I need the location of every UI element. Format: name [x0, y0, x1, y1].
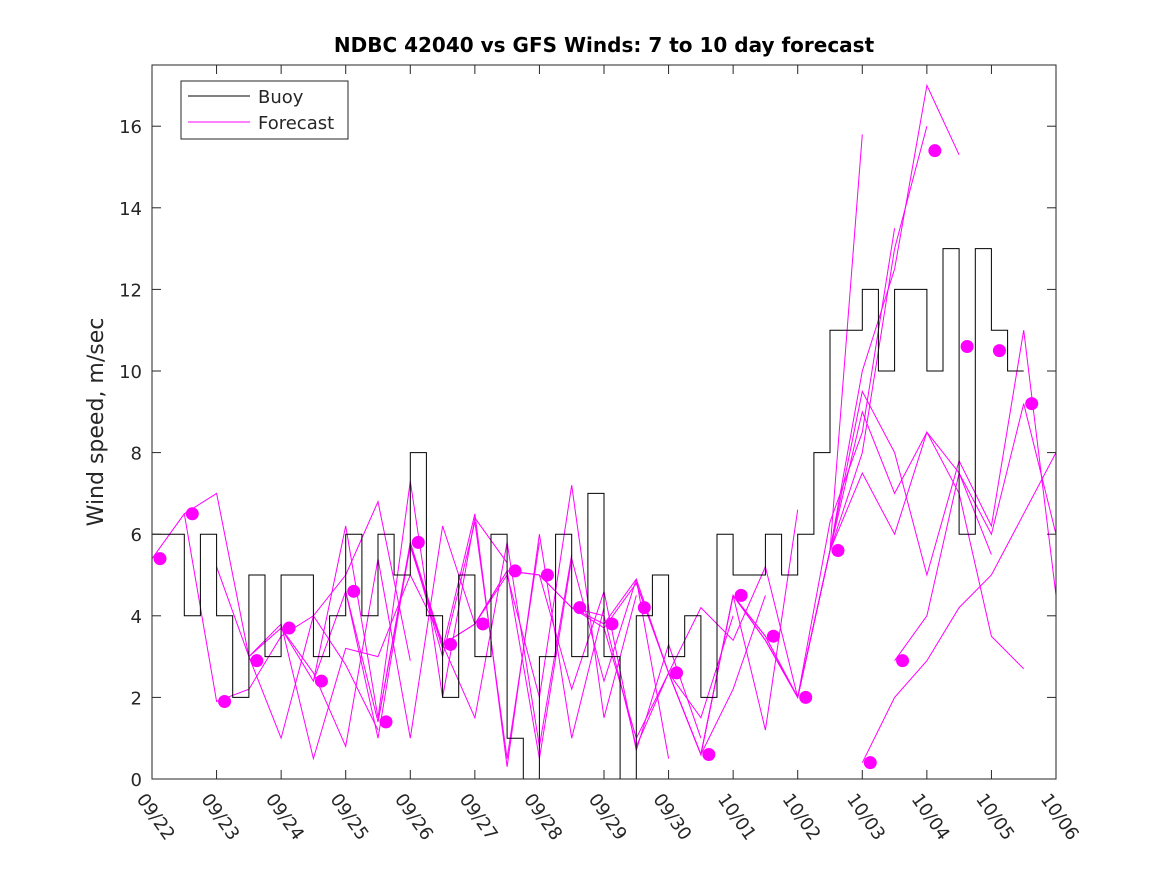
- forecast-point: [347, 584, 361, 598]
- forecast-point: [1025, 397, 1039, 411]
- y-tick-label: 0: [131, 770, 142, 791]
- forecast-point: [379, 715, 393, 729]
- y-tick-label: 16: [119, 117, 142, 138]
- forecast-series-line: [829, 330, 1057, 596]
- y-axis-ticks: 0 2 4 6 8 10 12 14 16: [119, 117, 1056, 791]
- forecast-point: [153, 552, 167, 566]
- plot-area: [152, 65, 1056, 779]
- forecast-point: [185, 507, 199, 521]
- forecast-point: [282, 621, 296, 635]
- y-tick-label: 6: [131, 525, 142, 546]
- legend-buoy-label: Buoy: [258, 87, 304, 108]
- forecast-point: [508, 564, 522, 578]
- forecast-point: [605, 617, 619, 631]
- legend: Buoy Forecast: [180, 80, 349, 140]
- y-tick-label: 10: [119, 362, 142, 383]
- forecast-point: [573, 601, 587, 615]
- forecast-point: [540, 568, 554, 582]
- forecast-point: [863, 756, 877, 770]
- forecast-series-line: [797, 430, 1025, 698]
- forecast-point: [799, 690, 813, 704]
- forecast-point: [734, 588, 748, 602]
- y-tick-label: 4: [131, 607, 142, 628]
- forecast-point: [444, 637, 458, 651]
- legend-forecast-label: Forecast: [258, 113, 334, 134]
- y-axis-label: Wind speed, m/sec: [84, 318, 109, 527]
- y-tick-label: 2: [131, 688, 142, 709]
- forecast-point: [896, 654, 910, 668]
- forecast-points: [153, 144, 1039, 770]
- forecast-series-line: [280, 481, 508, 718]
- buoy-line-group: [152, 248, 1024, 780]
- forecast-point: [960, 340, 974, 354]
- forecast-point: [928, 144, 942, 158]
- forecast-series-line: [248, 525, 476, 749]
- forecast-series-line: [861, 452, 1057, 763]
- forecast-point: [992, 344, 1006, 358]
- forecast-point: [702, 748, 716, 762]
- y-tick-label: 12: [119, 280, 142, 301]
- forecast-point: [637, 601, 651, 615]
- y-tick-label: 8: [131, 444, 142, 465]
- forecast-point: [831, 544, 845, 558]
- forecast-point: [218, 694, 232, 708]
- buoy-series-line: [152, 248, 1024, 780]
- legend-box: [180, 80, 349, 140]
- forecast-point: [250, 654, 264, 668]
- forecast-point: [314, 674, 328, 688]
- forecast-point: [476, 617, 490, 631]
- forecast-point: [670, 666, 684, 680]
- chart-title: NDBC 42040 vs GFS Winds: 7 to 10 day for…: [334, 33, 875, 57]
- forecast-point: [411, 535, 425, 549]
- y-tick-label: 14: [119, 199, 142, 220]
- forecast-point: [766, 629, 780, 643]
